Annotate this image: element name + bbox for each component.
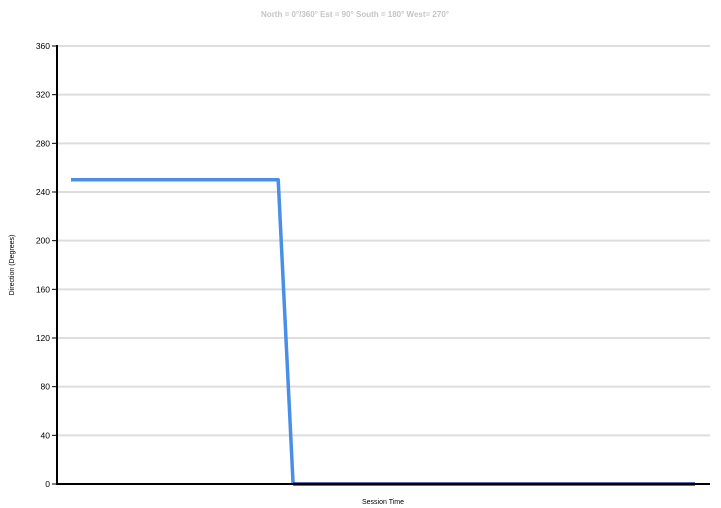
- grid-lines: [57, 45, 710, 437]
- series-line-1: [71, 178, 295, 485]
- y-axis-title: Direction (Degrees): [9, 235, 16, 296]
- y-axis-ticks: 0 40 80 120 160 200 240 280 320 360: [36, 41, 57, 489]
- y-tick-label: 320: [36, 90, 50, 100]
- y-tick-label: 360: [36, 41, 50, 51]
- data-series: [71, 178, 695, 486]
- y-tick-label: 280: [36, 138, 50, 148]
- y-tick-label: 40: [41, 430, 51, 440]
- y-tick-label: 200: [36, 236, 50, 246]
- y-tick-label: 240: [36, 187, 50, 197]
- y-tick-label: 120: [36, 333, 50, 343]
- y-tick-label: 0: [45, 479, 50, 489]
- chart-title: North = 0°/360° Est = 90° South = 180° W…: [261, 10, 449, 19]
- x-axis-title: Session Time: [362, 499, 404, 506]
- y-tick-label: 80: [41, 382, 51, 392]
- y-tick-label: 160: [36, 284, 50, 294]
